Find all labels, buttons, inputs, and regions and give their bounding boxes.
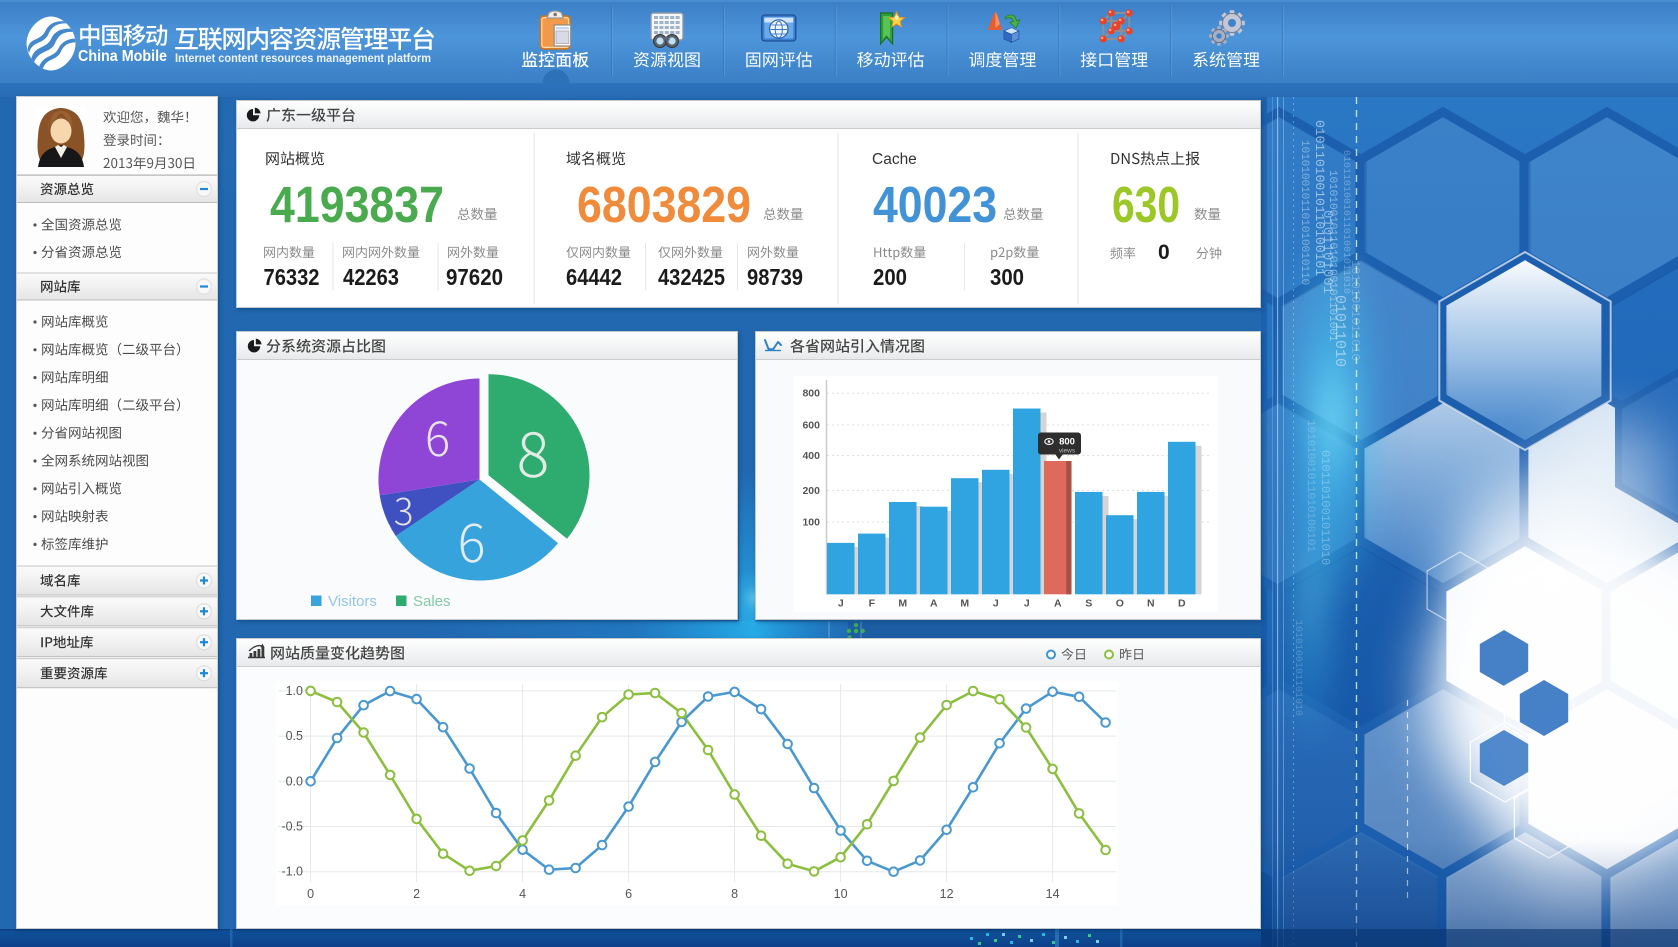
svg-text:0: 0 xyxy=(307,887,314,901)
svg-text:S: S xyxy=(1085,598,1092,610)
svg-text:4: 4 xyxy=(519,887,526,901)
svg-text:0.0: 0.0 xyxy=(286,774,303,788)
svg-text:400: 400 xyxy=(802,450,820,462)
svg-text:0.5: 0.5 xyxy=(286,729,303,743)
svg-text:64442: 64442 xyxy=(566,264,622,290)
svg-text:76332: 76332 xyxy=(264,264,320,290)
svg-text:40023: 40023 xyxy=(873,176,997,233)
svg-text:200: 200 xyxy=(873,264,907,290)
svg-text:432425: 432425 xyxy=(658,264,725,290)
svg-text:10: 10 xyxy=(834,887,848,901)
svg-text:4193837: 4193837 xyxy=(270,176,444,233)
svg-text:6803829: 6803829 xyxy=(577,176,751,233)
svg-text:010110100101101001011010: 010110100101101001011010 xyxy=(1340,150,1351,294)
svg-text:M: M xyxy=(960,598,969,610)
svg-text:Visitors: Visitors xyxy=(328,593,377,610)
svg-text:300: 300 xyxy=(990,264,1024,290)
svg-text:1.0: 1.0 xyxy=(286,684,303,698)
svg-text:800: 800 xyxy=(802,388,820,400)
svg-text:J: J xyxy=(993,598,999,610)
svg-text:14: 14 xyxy=(1046,887,1060,901)
svg-text:10101001011010100101101001: 10101001011010100101101001 xyxy=(1326,170,1338,342)
svg-text:0101101001011010: 0101101001011010 xyxy=(1318,450,1332,565)
svg-text:600: 600 xyxy=(802,419,820,431)
svg-text:M: M xyxy=(898,598,907,610)
svg-text:O: O xyxy=(1116,598,1124,610)
svg-text:-1.0: -1.0 xyxy=(281,865,303,879)
svg-text:0: 0 xyxy=(1158,241,1170,264)
svg-text:1010100101101010: 1010100101101010 xyxy=(1292,620,1303,716)
svg-text:A: A xyxy=(1054,598,1062,610)
svg-text:10101001011010: 10101001011010 xyxy=(1348,260,1362,361)
svg-text:Sales: Sales xyxy=(413,593,451,610)
svg-text:2: 2 xyxy=(413,887,420,901)
svg-text:12: 12 xyxy=(940,887,954,901)
svg-text:01011010010110100101: 01011010010110100101 xyxy=(1312,120,1327,276)
svg-text:1010100101101010010110: 1010100101101010010110 xyxy=(1298,140,1310,285)
svg-text:F: F xyxy=(869,598,876,610)
svg-text:630: 630 xyxy=(1112,176,1180,233)
svg-text:100: 100 xyxy=(802,517,820,529)
svg-text:01011010: 01011010 xyxy=(1331,295,1348,367)
svg-text:China Mobile: China Mobile xyxy=(78,48,167,65)
svg-text:Cache: Cache xyxy=(872,151,917,168)
svg-text:200: 200 xyxy=(802,485,820,497)
svg-text:views: views xyxy=(1059,448,1076,455)
svg-text:N: N xyxy=(1147,598,1155,610)
svg-text:0101101001: 0101101001 xyxy=(1319,210,1335,294)
svg-text:98739: 98739 xyxy=(747,264,803,290)
svg-text:6: 6 xyxy=(625,887,632,901)
svg-text:Internet content resources man: Internet content resources management pl… xyxy=(175,53,431,65)
svg-text:J: J xyxy=(1024,598,1030,610)
svg-text:8: 8 xyxy=(731,887,738,901)
svg-text:A: A xyxy=(930,598,938,610)
svg-text:J: J xyxy=(838,598,844,610)
svg-text:-0.5: -0.5 xyxy=(281,820,303,834)
svg-text:D: D xyxy=(1178,598,1186,610)
svg-text:10101001011010100101: 10101001011010100101 xyxy=(1304,420,1316,552)
svg-text:42263: 42263 xyxy=(343,264,399,290)
svg-text:97620: 97620 xyxy=(446,264,503,290)
svg-text:800: 800 xyxy=(1059,437,1075,448)
